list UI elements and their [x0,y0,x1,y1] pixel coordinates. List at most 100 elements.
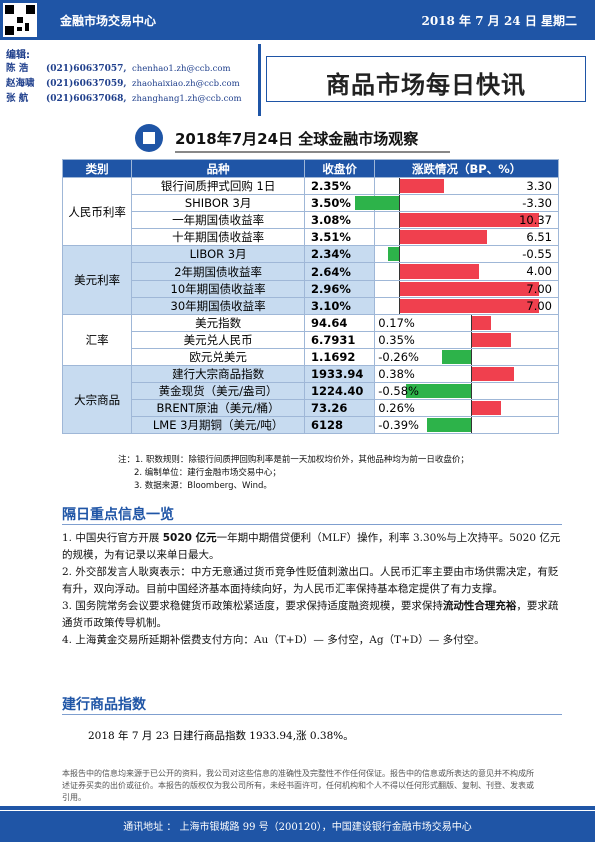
change-value: 7.00 [526,281,552,296]
change-bar [399,298,540,313]
change-value: 10.37 [519,213,552,228]
bulletin-title-box: 商品市场每日快讯 [266,56,586,102]
change-cell: -0.55 [374,245,559,264]
category-cell: 人民币利率 [61,176,133,247]
change-cell: 0.26% [374,399,559,418]
instrument-name: 十年期国债收益率 [131,228,306,247]
note-item: 3. 数据来源：Bloomberg、Wind。 [134,481,272,491]
footer: 通讯地址 ： 上海市银城路 99 号（200120），中国建设银行金融市场交易中… [0,806,595,842]
bulletin-title: 商品市场每日快讯 [326,71,526,99]
zero-axis [399,195,401,212]
instrument-name: SHIBOR 3月 [131,194,306,213]
table-row: 十年期国债收益率 3.51% 6.51 [63,228,559,247]
editor-phone: (021)60637059, [46,79,127,89]
table-row: LME 3月期铜（美元/吨） 6128 -0.39% [63,416,559,435]
org-name: 金融市场交易中心 [60,14,157,28]
close-price: 3.51% [304,228,376,247]
table-row: 美元利率 LIBOR 3月 2.34% -0.55 [61,245,559,315]
column-header: 类别 [61,159,133,178]
close-price: 3.10% [304,296,376,315]
table-row: 黄金现货（美元/盎司） 1224.40 -0.58% [63,382,559,401]
note-item: 2. 编制单位：建行金融市场交易中心； [134,468,281,478]
change-bar [388,247,400,262]
change-value: 4.00 [526,264,552,279]
change-value: 6.51 [526,230,552,245]
index-heading: 建行商品指数 [62,697,146,713]
zero-axis [471,383,473,400]
column-header: 涨跌情况（BP、%） [374,159,559,178]
editor-email[interactable]: zhaohaixiao.zh@ccb.com [132,79,240,89]
table-row: BRENT原油（美元/桶） 73.26 0.26% [63,399,559,418]
editor-name: 张 航 [6,93,29,104]
change-bar [441,349,472,365]
category-cell: 美元利率 [61,245,133,315]
change-cell: 0.17% [374,313,559,332]
report-date: 2018 年 7 月 24 日 星期二 [421,14,577,28]
instrument-name: 黄金现货（美元/盎司） [131,382,306,401]
close-price: 2.35% [304,176,376,196]
change-cell: 4.00 [374,262,559,281]
change-bar [399,179,444,194]
instrument-name: BRENT原油（美元/桶） [131,399,306,418]
change-cell: 10.37 [374,211,559,230]
change-value: -0.55 [522,247,552,262]
close-price: 2.96% [304,279,376,298]
change-cell: -0.58% [374,382,559,401]
instrument-name: 30年期国债收益率 [131,296,306,315]
instrument-name: LIBOR 3月 [131,245,306,264]
change-cell: -0.26% [374,347,559,367]
zero-axis [471,348,473,366]
editors-label: 编辑: [6,50,30,61]
change-cell: 7.00 [374,296,559,315]
close-price: 73.26 [304,399,376,418]
close-price: 94.64 [304,313,376,332]
news-item: 1. 中国央行官方开展 5020 亿元一年期中期借贷便利（MLF）操作，利率 3… [62,532,561,561]
column-header: 品种 [131,159,306,178]
divider [62,524,562,525]
zero-axis [471,417,473,434]
change-cell: 0.35% [374,330,559,349]
instrument-name: 2年期国债收益率 [131,262,306,281]
instrument-name: 美元兑人民币 [131,330,306,349]
note-row: 注：1. 职数规则：除银行间质押回购利率是前一天加权均价外，其他品种均为前一日收… [118,454,469,467]
index-text: 2018 年 7 月 23 日建行商品指数 1933.94,涨 0.38%。 [88,730,354,742]
close-price: 2.64% [304,262,376,281]
change-value: 7.00 [526,298,552,313]
change-bar [354,196,400,211]
divider [175,151,450,153]
footer-address: 通讯地址 ： 上海市银城路 99 号（200120），中国建设银行金融市场交易中… [123,822,472,833]
change-cell: 7.00 [374,279,559,298]
change-value: 0.38% [378,367,415,382]
instrument-name: LME 3月期铜（美元/吨） [131,416,306,435]
news-item: 2. 外交部发言人耿爽表示：中方无意通过货币竞争性贬值刺激出口。人民币汇率主要由… [62,566,559,595]
change-bar [399,230,488,245]
change-bar [427,418,472,433]
table-row: 汇率 美元指数 94.64 0.17% [61,313,559,367]
editor-email[interactable]: chenhao1.zh@ccb.com [132,64,231,74]
divider [258,44,261,116]
change-cell: -3.30 [354,194,559,213]
table-header-row: 类别 品种 收盘价 涨跌情况（BP、%） [61,159,559,178]
news-item: 3. 国务院常务会议要求稳健货币政策松紧适度，要求保持适度融资规模，要求保持流动… [62,600,559,629]
zero-axis [399,297,401,314]
zero-axis [399,263,401,280]
table-title: 2018年7月24日 全球金融市场观察 [175,130,419,148]
ccb-logo-icon [135,124,163,152]
change-value: 0.35% [378,332,415,347]
change-value: 0.17% [378,315,415,330]
category-cell: 汇率 [61,313,133,367]
editor-email[interactable]: zhanghang1.zh@ccb.com [132,94,242,104]
zero-axis [399,280,401,297]
editor-name: 陈 浩 [6,63,29,74]
table-row: 2年期国债收益率 2.64% 4.00 [63,262,559,281]
change-bar [405,384,472,399]
change-value: -0.26% [378,349,419,364]
change-value: -0.39% [378,418,419,433]
editor-row: 张 航 (021)60637068, zhanghang1.zh@ccb.com [6,91,256,106]
zero-axis [471,314,473,331]
editor-name: 赵海啸 [6,78,35,89]
table-row: 10年期国债收益率 2.96% 7.00 [63,279,559,298]
zero-axis [471,366,473,383]
note-item: 1. 职数规则：除银行间质押回购利率是前一天加权均价外，其他品种均为前一日收盘价… [135,455,469,465]
instrument-name: 10年期国债收益率 [131,279,306,298]
